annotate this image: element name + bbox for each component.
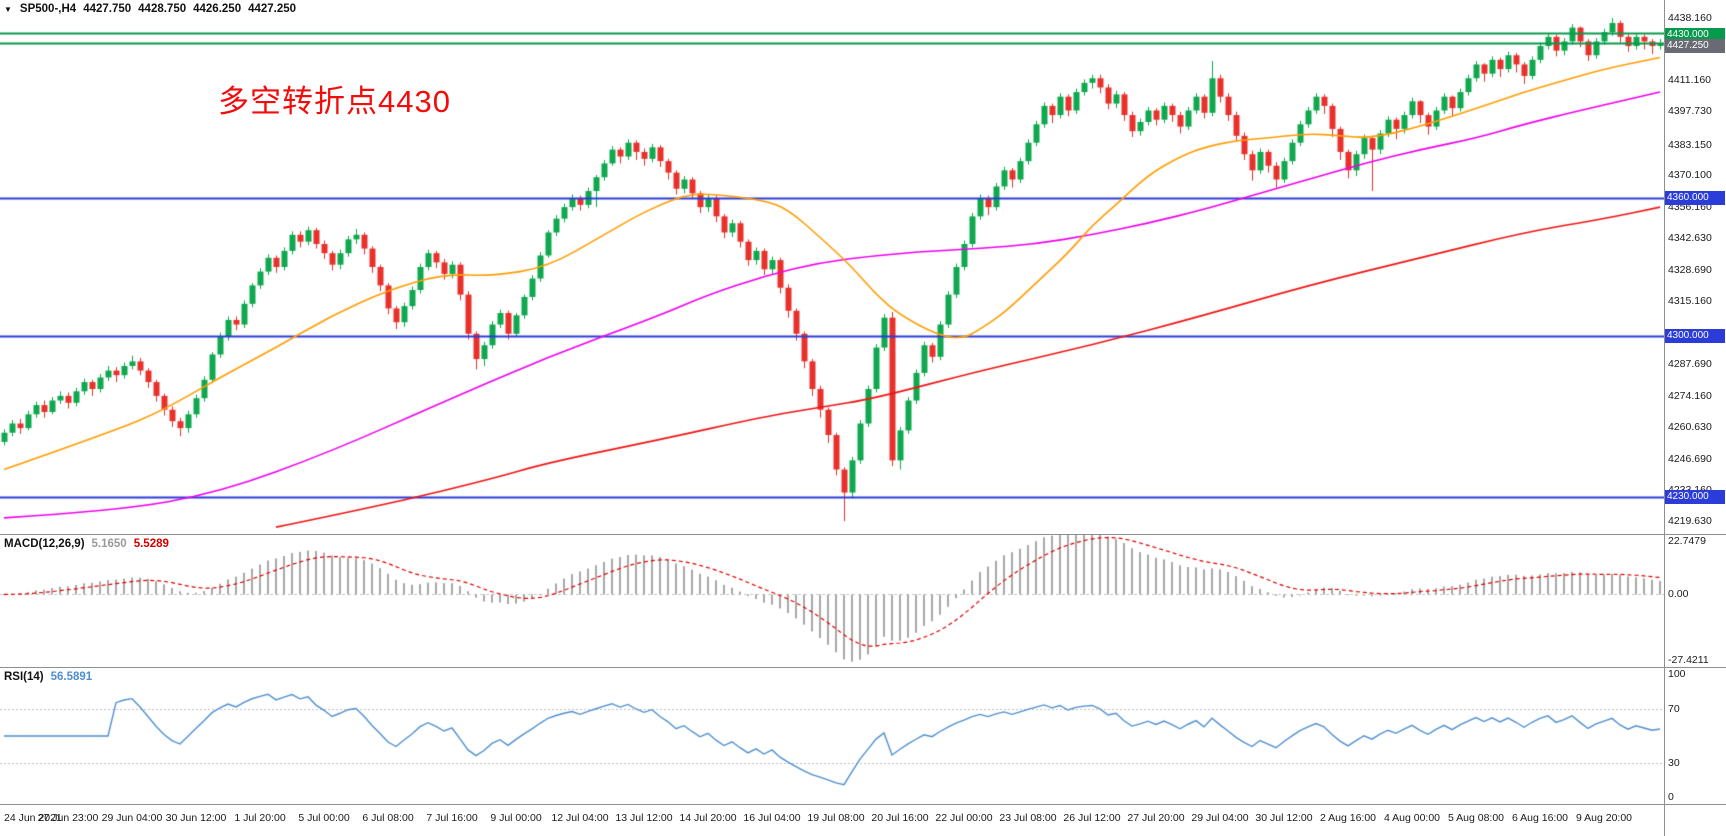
price-axis-label: 4383.150 bbox=[1668, 138, 1712, 151]
time-axis-label: 23 Jul 08:00 bbox=[999, 812, 1057, 824]
macd-name-label: MACD(12,26,9) bbox=[4, 538, 85, 550]
time-axis-label: 27 Jun 23:00 bbox=[37, 812, 99, 824]
rsi-panel: RSI(14) 56.5891 100 70 30 0 bbox=[0, 668, 1726, 804]
price-tag: 4230.000 bbox=[1664, 490, 1725, 505]
price-panel: ▼ SP500-,H4 4427.750 4428.750 4426.250 4… bbox=[0, 0, 1726, 534]
panel-separator[interactable] bbox=[0, 534, 1726, 535]
time-axis-label: 27 Jul 20:00 bbox=[1127, 812, 1185, 824]
macd-panel-header: MACD(12,26,9) 5.1650 5.5289 bbox=[4, 538, 169, 550]
rsi-value: 56.5891 bbox=[50, 671, 93, 683]
macd-axis-label: -27.4211 bbox=[1668, 653, 1709, 666]
macd-main-value: 5.1650 bbox=[91, 538, 127, 550]
macd-axis-label: 22.7479 bbox=[1668, 535, 1706, 547]
ohlc-close: 4427.250 bbox=[248, 3, 297, 15]
time-axis-label: 30 Jun 12:00 bbox=[165, 812, 227, 824]
price-tag: 4360.000 bbox=[1664, 190, 1725, 205]
rsi-axis-label: 0 bbox=[1668, 791, 1674, 803]
rsi-name-label: RSI(14) bbox=[4, 671, 44, 683]
rsi-panel-header: RSI(14) 56.5891 bbox=[4, 671, 92, 683]
price-chart-canvas[interactable] bbox=[0, 0, 1664, 534]
panel-separator bbox=[0, 804, 1726, 805]
ohlc-low: 4426.250 bbox=[193, 3, 242, 15]
price-axis-label: 4287.690 bbox=[1668, 358, 1712, 371]
time-axis-label: 16 Jul 04:00 bbox=[743, 812, 801, 824]
time-axis-label: 19 Jul 08:00 bbox=[807, 812, 865, 824]
rsi-axis[interactable]: 100 70 30 0 bbox=[1664, 668, 1726, 804]
time-axis-label: 6 Aug 16:00 bbox=[1511, 812, 1569, 824]
time-axis[interactable]: 24 Jun 2021 27 Jun 23:00 29 Jun 04:00 30 Ju… bbox=[0, 805, 1664, 836]
ohlc-open: 4427.750 bbox=[83, 3, 132, 15]
time-axis-label: 5 Aug 08:00 bbox=[1447, 812, 1505, 824]
price-tag: 4300.000 bbox=[1664, 329, 1725, 344]
time-axis-label: 9 Aug 20:00 bbox=[1575, 812, 1633, 824]
time-axis-label: 4 Aug 00:00 bbox=[1383, 812, 1441, 824]
time-axis-label: 12 Jul 04:00 bbox=[551, 812, 609, 824]
time-axis-label: 24 Jun 2021 bbox=[4, 812, 62, 824]
time-axis-label: 13 Jul 12:00 bbox=[615, 812, 673, 824]
macd-panel: MACD(12,26,9) 5.1650 5.5289 22.7479 0.00 -… bbox=[0, 535, 1726, 667]
price-axis-label: 4315.160 bbox=[1668, 295, 1712, 308]
price-axis-label: 4342.630 bbox=[1668, 231, 1712, 244]
chart-text-annotation: 多空转折点4430 bbox=[218, 84, 451, 119]
time-axis-label: 26 Jul 12:00 bbox=[1063, 812, 1121, 824]
rsi-axis-label: 70 bbox=[1668, 702, 1680, 715]
time-axis-label: 20 Jul 16:00 bbox=[871, 812, 929, 824]
rsi-axis-label: 30 bbox=[1668, 757, 1680, 770]
price-axis-label: 4411.160 bbox=[1668, 74, 1712, 87]
price-axis-label: 4438.160 bbox=[1668, 12, 1712, 25]
time-axis-label: 29 Jul 04:00 bbox=[1191, 812, 1249, 824]
time-axis-label: 29 Jun 04:00 bbox=[101, 812, 163, 824]
time-axis-label: 14 Jul 20:00 bbox=[679, 812, 737, 824]
price-panel-header: ▼ SP500-,H4 4427.750 4428.750 4426.250 4… bbox=[4, 3, 296, 15]
time-axis-label: 7 Jul 16:00 bbox=[426, 812, 478, 824]
time-axis-label: 22 Jul 00:00 bbox=[935, 812, 993, 824]
time-axis-label: 30 Jul 12:00 bbox=[1255, 812, 1313, 824]
price-axis-label: 4328.690 bbox=[1668, 264, 1712, 276]
quick-trade-toggle-icon[interactable]: ▼ bbox=[4, 4, 12, 14]
time-axis-label: 1 Jul 20:00 bbox=[234, 812, 286, 824]
price-axis-label: 4274.160 bbox=[1668, 389, 1712, 402]
panel-separator[interactable] bbox=[0, 667, 1726, 668]
price-tag: 4427.250 bbox=[1664, 39, 1725, 54]
time-axis-label: 5 Jul 00:00 bbox=[298, 812, 350, 824]
price-axis-label: 4370.100 bbox=[1668, 168, 1712, 181]
price-axis-label: 4219.630 bbox=[1668, 515, 1712, 528]
macd-signal-value: 5.5289 bbox=[133, 538, 169, 550]
rsi-indicator-canvas[interactable] bbox=[0, 668, 1664, 804]
macd-axis[interactable]: 22.7479 0.00 -27.4211 bbox=[1664, 535, 1726, 667]
symbol-period-label: SP500-,H4 bbox=[19, 3, 77, 15]
price-axis-label: 4260.630 bbox=[1668, 420, 1712, 433]
macd-axis-label: 0.00 bbox=[1668, 588, 1689, 601]
price-tag: 4430.000 bbox=[1664, 27, 1725, 42]
time-axis-label: 9 Jul 00:00 bbox=[490, 812, 542, 824]
price-axis-label: 4397.730 bbox=[1668, 105, 1712, 118]
axis-divider bbox=[1664, 0, 1665, 836]
time-axis-label: 6 Jul 08:00 bbox=[362, 812, 414, 824]
time-axis-label: 2 Aug 16:00 bbox=[1319, 812, 1377, 824]
price-axis[interactable]: 4438.160 4411.160 4397.730 4383.150 4370.100… bbox=[1664, 0, 1726, 534]
rsi-axis-label: 100 bbox=[1668, 668, 1686, 680]
price-axis-label: 4246.690 bbox=[1668, 452, 1712, 465]
ohlc-high: 4428.750 bbox=[138, 3, 187, 15]
macd-indicator-canvas[interactable] bbox=[0, 535, 1664, 667]
